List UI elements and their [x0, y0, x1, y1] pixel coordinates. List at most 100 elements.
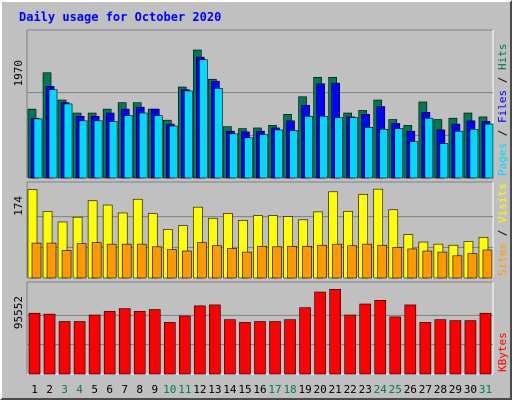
- x-tick-label: 26: [404, 383, 417, 396]
- sites-bar: [151, 246, 162, 279]
- kbytes-bar: [299, 307, 311, 375]
- pages-bar: [469, 128, 479, 179]
- x-tick-label: 17: [268, 383, 281, 396]
- kbytes-bar: [389, 316, 402, 375]
- x-tick-label: 27: [419, 383, 432, 396]
- sites-bar: [452, 255, 463, 279]
- sites-bar: [467, 253, 478, 279]
- pages-bar: [334, 117, 343, 179]
- kbytes-bar: [239, 322, 251, 375]
- x-tick-label: 6: [106, 383, 113, 396]
- pages-bar: [289, 130, 298, 179]
- kbytes-bar: [419, 322, 432, 375]
- pages-bar: [63, 103, 73, 179]
- sites-bar: [46, 242, 57, 279]
- x-tick-label: 23: [359, 383, 372, 396]
- pages-bar: [168, 125, 178, 179]
- sites-bar: [166, 249, 177, 279]
- kbytes-bar: [118, 308, 131, 375]
- x-tick-label: 1: [31, 383, 38, 396]
- sites-bar: [257, 245, 267, 279]
- pages-bar: [48, 89, 58, 179]
- sites-bar: [287, 245, 297, 279]
- legend-separator: /: [496, 223, 509, 243]
- pages-bar: [93, 120, 103, 179]
- x-tick-label: 29: [449, 383, 462, 396]
- x-tick-label: 18: [283, 383, 296, 396]
- pages-bar: [349, 117, 358, 179]
- visits-y-max-label: 174: [12, 196, 25, 216]
- pages-bar: [199, 59, 208, 179]
- kbytes-bar: [28, 312, 41, 375]
- pages-bar: [274, 129, 283, 179]
- kbytes-bar: [224, 319, 236, 375]
- pages-bar: [319, 115, 328, 179]
- pages-bar: [108, 121, 118, 179]
- pages-bar: [454, 130, 464, 179]
- pages-bar: [304, 115, 313, 179]
- pages-bar: [364, 127, 374, 179]
- legend-kbytes: KBytes: [496, 332, 509, 372]
- pages-bar: [138, 112, 148, 179]
- legend-separator: /: [496, 70, 509, 90]
- x-tick-label: 28: [434, 383, 447, 396]
- legend-hits-files-pages: Pages / Files / Hits: [496, 44, 509, 177]
- x-tick-label: 2: [46, 383, 53, 396]
- x-tick-label: 3: [61, 383, 68, 396]
- kbytes-bar: [344, 314, 356, 375]
- kbytes-bar: [163, 322, 176, 375]
- sites-bar: [347, 245, 357, 279]
- x-tick-label: 10: [163, 383, 176, 396]
- pages-bar: [153, 115, 163, 179]
- x-tick-label: 25: [389, 383, 402, 396]
- sites-bar: [121, 243, 132, 279]
- sites-bar: [106, 243, 117, 279]
- x-tick-label: 5: [91, 383, 98, 396]
- kbytes-bar: [133, 311, 146, 375]
- pages-bar: [214, 88, 223, 179]
- x-tick-label: 9: [151, 383, 158, 396]
- x-tick-label: 12: [193, 383, 206, 396]
- kbytes-bar: [103, 311, 116, 375]
- kbytes-bar: [254, 321, 266, 375]
- sites-bar: [242, 251, 252, 279]
- kbytes-bar: [148, 309, 161, 375]
- kbytes-bar: [434, 319, 447, 375]
- x-tick-label: 8: [136, 383, 143, 396]
- x-tick-label: 7: [121, 383, 128, 396]
- sites-bar: [197, 242, 207, 279]
- pages-bar: [424, 117, 434, 179]
- kbytes-bar: [464, 320, 477, 375]
- x-tick-label: 22: [344, 383, 357, 396]
- kbytes-bar: [88, 314, 101, 375]
- sites-bar: [31, 242, 42, 279]
- sites-bar: [317, 244, 327, 279]
- pages-bar: [78, 120, 88, 179]
- legend-hits: Hits: [496, 44, 509, 71]
- legend-visits-sites: Sites / Visits: [496, 183, 509, 276]
- sites-bar: [91, 242, 102, 279]
- x-tick-label: 24: [374, 383, 388, 396]
- chart-title: Daily usage for October 2020: [19, 10, 221, 24]
- sites-bar: [302, 245, 312, 279]
- kbytes-bar: [269, 321, 281, 375]
- sites-bar: [437, 251, 448, 279]
- pages-bar: [394, 128, 404, 179]
- x-tick-label: 31: [479, 383, 492, 396]
- pages-bar: [409, 141, 419, 179]
- kbytes-bar: [58, 321, 71, 375]
- legend-sites: Sites: [496, 243, 509, 276]
- x-tick-label: 30: [464, 383, 477, 396]
- kbytes-bar: [284, 319, 296, 375]
- pages-bar: [379, 128, 389, 179]
- legend-kbytes: KBytes: [496, 332, 509, 372]
- kbytes-bar: [359, 303, 372, 375]
- kbytes-bar: [479, 312, 492, 375]
- sites-bar: [136, 243, 147, 279]
- kbytes-bar: [179, 315, 191, 375]
- pages-bar: [244, 137, 253, 179]
- sites-bar: [76, 243, 87, 279]
- legend-separator: /: [496, 123, 509, 143]
